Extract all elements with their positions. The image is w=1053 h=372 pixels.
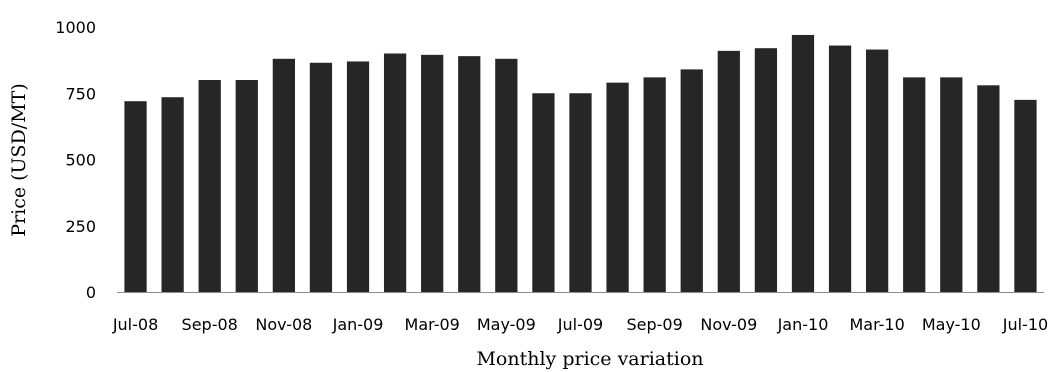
x-tick-label: Jul-09 [557,315,603,334]
y-tick-label: 250 [65,217,96,236]
bar [569,93,592,292]
bar [235,80,258,292]
x-tick-label: Jan-10 [777,315,829,334]
bar [866,49,889,293]
bar [383,53,407,292]
bar [903,77,926,292]
x-tick-label: Nov-08 [255,315,312,334]
bar [606,82,629,293]
y-axis-ticks: 0 250 500 750 1000 [55,18,96,302]
y-tick-label: 750 [65,84,96,103]
bar [680,69,703,293]
bar [828,45,852,292]
y-tick-label: 500 [65,151,96,170]
bar [940,77,963,292]
y-tick-label: 0 [86,283,96,302]
y-tick-label: 1000 [55,18,96,37]
bar [309,62,333,293]
bar [458,56,481,293]
bar [791,34,815,292]
bar [421,54,444,293]
x-tick-label: Nov-09 [700,315,757,334]
x-tick-label: Sep-08 [182,315,238,334]
x-tick-label: Mar-09 [405,315,460,334]
bars [124,34,1037,293]
bar [198,80,221,292]
bar [754,48,778,293]
bar [272,58,295,292]
x-axis-label: Monthly price variation [476,348,703,370]
x-tick-label: May-10 [922,315,981,334]
bar [532,93,555,292]
bar [977,85,1000,292]
bar [124,101,147,292]
bar [643,77,666,292]
bar [495,58,518,292]
bar [1014,99,1037,292]
y-axis-label: Price (USD/MT) [8,83,30,236]
bar [346,61,370,293]
bar [717,50,740,292]
x-axis-ticks: Jul-08 Sep-08 Nov-08 Jan-09 Mar-09 May-09 Jul-… [112,315,1048,334]
x-tick-label: Mar-10 [849,315,904,334]
bar [161,97,184,292]
x-tick-label: May-09 [477,315,536,334]
x-tick-label: Jul-08 [112,315,158,334]
x-tick-label: Sep-09 [627,315,683,334]
x-tick-label: Jan-09 [332,315,384,334]
x-tick-label: Jul-10 [1002,315,1048,334]
